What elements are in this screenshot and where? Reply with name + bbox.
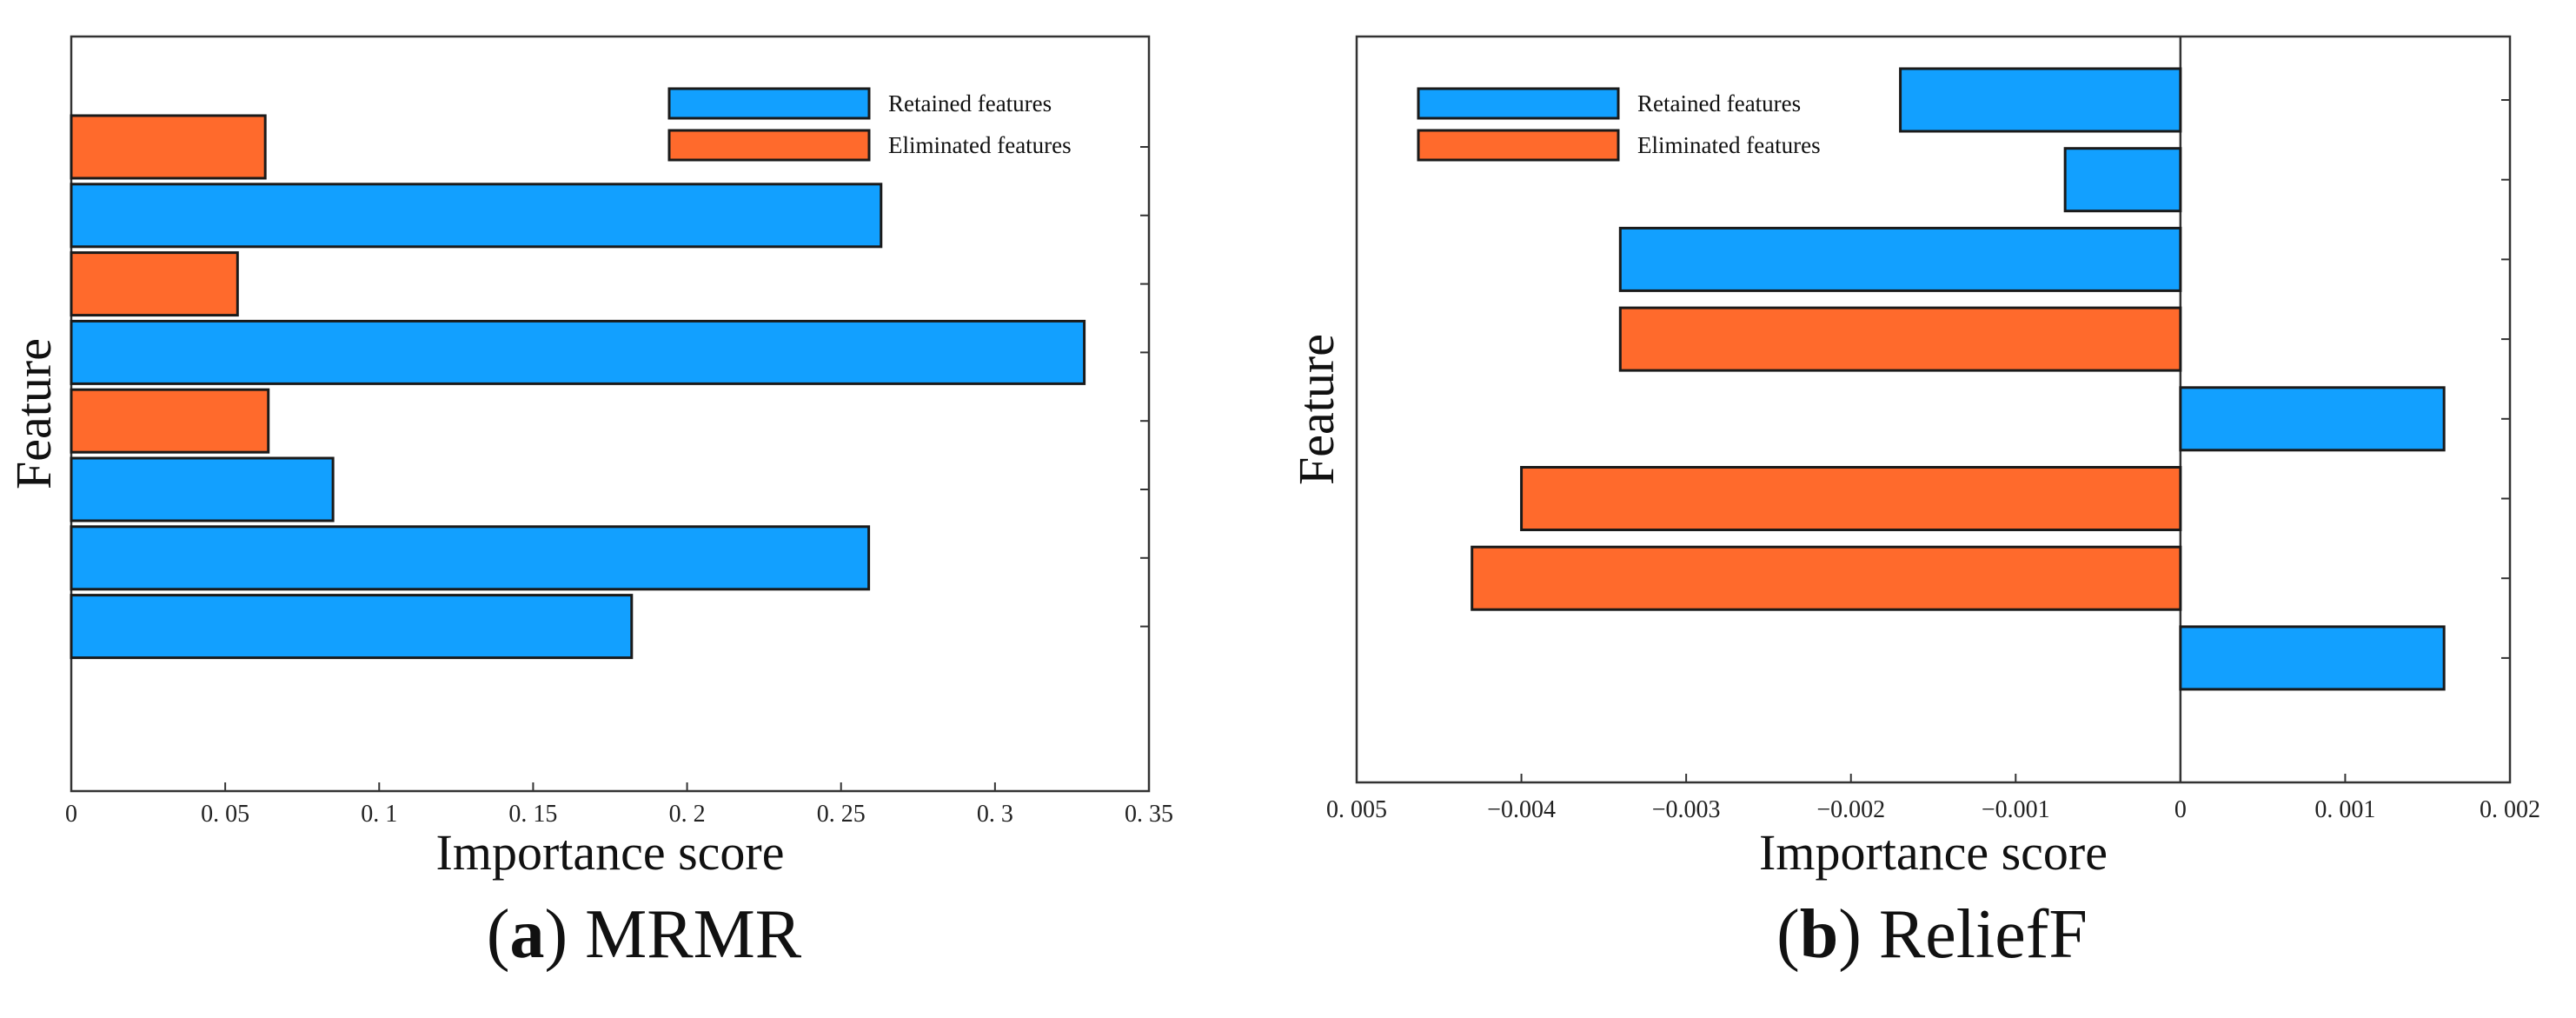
caption-label: b bbox=[1799, 896, 1839, 973]
legend-label-retained: Retained features bbox=[888, 90, 1052, 116]
legend-swatch-retained bbox=[667, 87, 871, 120]
bar-retained bbox=[70, 525, 871, 591]
caption-text: ReliefF bbox=[1861, 896, 2088, 973]
legend: Retained features Eliminated features bbox=[667, 87, 1072, 162]
figure-relieff: 0. 005 −0.004 −0.003 −0.002 −0.001 0 0. 001 0. … bbox=[1288, 0, 2576, 1018]
bar-eliminated bbox=[70, 251, 239, 317]
x-tick-label: 0. 005 bbox=[1326, 796, 1387, 823]
x-tick-label: 0 bbox=[65, 801, 77, 828]
bar-retained bbox=[70, 594, 634, 660]
bar-retained bbox=[2063, 147, 2182, 213]
bar-retained bbox=[70, 456, 335, 522]
caption-mrmr: (a) MRMR bbox=[486, 896, 802, 973]
x-tick-label: 0. 001 bbox=[2314, 796, 2375, 823]
x-tick-label: −0.003 bbox=[1652, 796, 1721, 823]
x-tick-label: 0. 15 bbox=[508, 801, 557, 828]
x-tick-label: 0 bbox=[2174, 796, 2187, 823]
legend-swatch-eliminated bbox=[667, 129, 871, 162]
chart-relieff: 0. 005 −0.004 −0.003 −0.002 −0.001 0 0. 001 0. … bbox=[1288, 35, 2540, 881]
legend-swatch-retained bbox=[1417, 87, 1620, 120]
chart-mrmr: 0 0. 05 0. 1 0. 15 0. 2 0. 25 0. 3 0. 35 Importa… bbox=[5, 35, 1173, 881]
bar-eliminated bbox=[70, 114, 267, 180]
bar-retained bbox=[2179, 625, 2446, 691]
legend: Retained features Eliminated features bbox=[1417, 87, 1821, 162]
x-tick-label: 0. 3 bbox=[977, 801, 1013, 828]
legend-label-eliminated: Eliminated features bbox=[888, 132, 1072, 158]
x-axis-title: Importance score bbox=[1759, 824, 2108, 881]
bar-eliminated bbox=[70, 388, 270, 454]
x-tick-label: 0. 05 bbox=[201, 801, 249, 828]
caption-label: a bbox=[509, 896, 545, 973]
y-axis-title: Feature bbox=[5, 338, 62, 489]
x-tick-label: −0.001 bbox=[1982, 796, 2050, 823]
bar-retained bbox=[70, 319, 1086, 385]
x-tick-label: 0. 1 bbox=[361, 801, 397, 828]
bar-retained bbox=[70, 183, 883, 249]
x-tick-label: 0. 002 bbox=[2480, 796, 2540, 823]
legend-swatch-eliminated bbox=[1417, 129, 1620, 162]
bar-eliminated bbox=[1471, 545, 2182, 611]
bar-eliminated bbox=[1520, 466, 2182, 531]
legend-label-eliminated: Eliminated features bbox=[1637, 132, 1821, 158]
x-tick-label: −0.002 bbox=[1816, 796, 1885, 823]
caption-text: MRMR bbox=[568, 896, 802, 973]
x-tick-label: 0. 35 bbox=[1125, 801, 1173, 828]
figure-mrmr: 0 0. 05 0. 1 0. 15 0. 2 0. 25 0. 3 0. 35 Importa… bbox=[5, 35, 1173, 973]
legend-label-retained: Retained features bbox=[1637, 90, 1801, 116]
x-tick-label: 0. 2 bbox=[669, 801, 706, 828]
y-axis-title: Feature bbox=[1288, 334, 1344, 485]
caption-relieff: (b) ReliefF bbox=[1776, 896, 2088, 973]
bar-retained bbox=[2179, 386, 2446, 452]
x-axis-title: Importance score bbox=[436, 824, 785, 881]
bar-retained bbox=[1899, 67, 2182, 133]
x-tick-label: 0. 25 bbox=[817, 801, 866, 828]
bar-retained bbox=[1618, 226, 2182, 292]
bar-eliminated bbox=[1618, 306, 2182, 372]
x-tick-label: −0.004 bbox=[1487, 796, 1556, 823]
